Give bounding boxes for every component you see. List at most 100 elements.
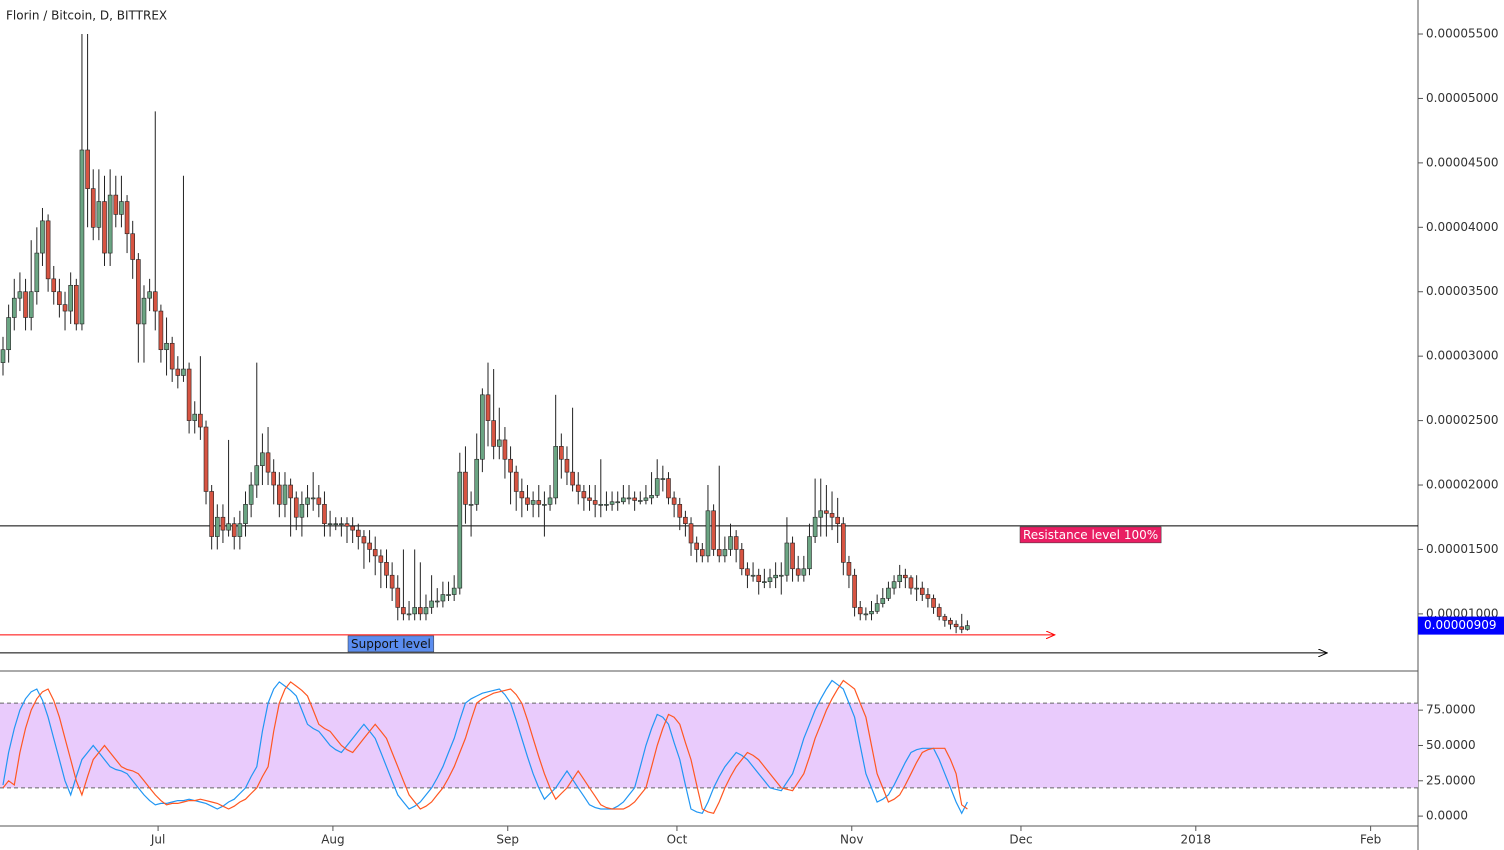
candle-body: [807, 536, 812, 570]
candle-body: [880, 598, 886, 604]
candle-body: [502, 439, 508, 460]
candle-body: [85, 149, 90, 189]
candle-body: [339, 523, 344, 525]
candle-body: [152, 291, 158, 312]
candle-body: [604, 504, 609, 506]
candle-body: [716, 549, 722, 557]
candle-body: [451, 587, 457, 595]
candle-body: [11, 297, 17, 318]
candle-body: [705, 510, 711, 557]
candle-body: [874, 603, 880, 612]
candle-body: [626, 497, 632, 500]
label-text: Resistance level 100%: [1023, 528, 1158, 542]
y-tick-label: 0.00003000: [1426, 349, 1499, 363]
candle-body: [666, 478, 671, 499]
label-box: [1019, 526, 1162, 544]
y-tick-label: 0.00002500: [1426, 413, 1499, 427]
candle-body: [581, 491, 587, 499]
candle-body: [480, 394, 485, 460]
y-tick-label: 0.00005500: [1426, 27, 1499, 41]
candle-body: [790, 542, 795, 570]
candle-body: [914, 587, 919, 590]
candle-body: [615, 501, 621, 504]
candle-body: [688, 523, 694, 544]
candle-body: [288, 484, 293, 499]
candle-body: [271, 471, 276, 486]
candle-body: [857, 607, 863, 615]
candle-body: [406, 613, 412, 616]
candle-body: [147, 291, 152, 299]
candle-body: [818, 510, 824, 518]
candle-body: [260, 452, 265, 466]
candle-body: [310, 497, 316, 500]
candle-body: [124, 201, 130, 235]
candle-body: [784, 542, 790, 576]
candle-body: [316, 497, 322, 505]
candle-body: [750, 574, 756, 577]
candle-body: [344, 523, 350, 527]
candle-body: [931, 598, 936, 608]
candle-body: [74, 284, 79, 325]
candle-body: [0, 349, 6, 363]
candle-body: [429, 600, 434, 608]
candle-body: [45, 220, 51, 280]
candle-body: [198, 413, 203, 428]
candle-body: [812, 516, 818, 537]
candle-body: [745, 568, 750, 576]
y-tick-label: 75.0000: [1426, 703, 1476, 717]
y-tick-label: 50.0000: [1426, 738, 1476, 752]
candle-body: [384, 562, 389, 576]
candle-body: [722, 549, 728, 557]
candle-body: [677, 504, 683, 518]
candle-body: [28, 291, 34, 318]
candle-body: [440, 594, 446, 602]
candle-body: [169, 342, 175, 370]
candle-body: [141, 297, 147, 325]
candle-body: [446, 594, 451, 596]
candle-body: [164, 342, 169, 351]
candle-body: [463, 471, 468, 505]
candle-body: [632, 497, 637, 501]
candle-body: [869, 611, 874, 615]
candle-body: [113, 194, 119, 215]
candle-body: [367, 542, 372, 550]
plot: 0.000010000.000015000.000020000.00002500…: [0, 27, 1504, 847]
candle-body: [96, 201, 102, 228]
candle-body: [919, 587, 925, 595]
candle-body: [936, 607, 942, 617]
candle-body: [559, 446, 564, 460]
candle-body: [700, 549, 705, 557]
candle-body: [773, 574, 778, 579]
candle-body: [891, 581, 897, 589]
candle-body: [277, 484, 282, 505]
candle-body: [903, 574, 908, 579]
stoch-line: [2, 679, 968, 814]
candle-body: [248, 484, 254, 505]
candle-body: [637, 500, 643, 502]
candle-body: [158, 310, 164, 351]
label-text: Support level: [351, 637, 431, 651]
candle-body: [389, 574, 395, 589]
candle-body: [282, 484, 288, 505]
candle-body: [237, 523, 243, 537]
annotation-label: Support level: [347, 635, 435, 653]
candle-body: [649, 495, 654, 499]
candle-body: [852, 574, 857, 608]
x-tick-label: Oct: [667, 833, 688, 847]
candle-body: [412, 607, 417, 615]
candle-body: [654, 478, 660, 496]
candle-body: [491, 420, 496, 447]
stoch-band: [0, 703, 1418, 788]
y-tick-label: 0.00005000: [1426, 91, 1499, 105]
candle-body: [355, 529, 361, 537]
candle-body: [299, 504, 305, 518]
candle-body: [220, 516, 226, 531]
candle-body: [953, 623, 959, 628]
candle-body: [711, 510, 716, 550]
last-price-label: 0.00000909: [1424, 618, 1497, 632]
candle-body: [530, 500, 536, 505]
candle-body: [824, 510, 829, 514]
candle-body: [553, 446, 558, 499]
